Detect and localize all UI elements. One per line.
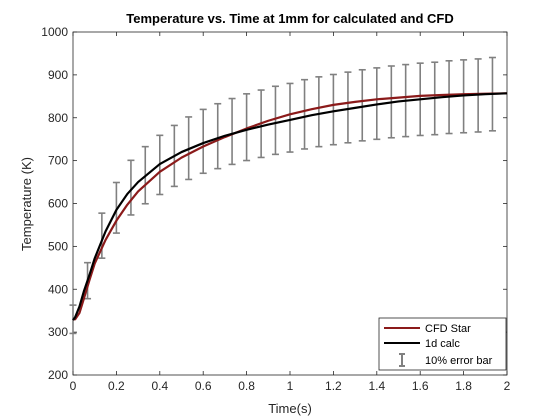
x-tick-label: 1.2	[325, 379, 342, 393]
plot-area: 0 0.2 0.4 0.6 0.8 1 1.2 1.4 1.6 1.8 2 200 300 400 500 6…	[41, 25, 510, 393]
legend-label-error-bar: 10% error bar	[425, 355, 493, 367]
error-bar	[344, 71, 352, 144]
x-tick-label: 1.4	[368, 379, 385, 393]
x-tick-label: 1	[287, 379, 294, 393]
x-tick-label: 1.8	[455, 379, 472, 393]
error-bar	[358, 68, 366, 142]
x-tick-label: 0.2	[108, 379, 125, 393]
x-tick-label: 0.6	[195, 379, 212, 393]
x-tick-label: 2	[504, 379, 511, 393]
series-line-1d-calc	[72, 92, 508, 321]
legend-label-cfd-star: CFD Star	[425, 323, 471, 335]
error-bar	[286, 82, 294, 153]
series-line-cfd-star	[73, 92, 508, 321]
error-bar	[98, 212, 106, 259]
y-axis-label: Temperature (K)	[19, 157, 34, 251]
y-tick-label: 500	[48, 239, 68, 253]
error-bar	[243, 93, 251, 162]
y-tick-label: 700	[48, 154, 68, 168]
error-bar	[199, 108, 207, 175]
error-bar	[127, 159, 135, 216]
y-tick-label: 200	[48, 368, 68, 382]
error-bar	[301, 78, 309, 150]
legend-label-1d-calc: 1d calc	[425, 338, 460, 350]
error-bar	[315, 76, 323, 148]
y-tick-label: 400	[48, 282, 68, 296]
x-tick-label: 1.6	[412, 379, 429, 393]
x-tick-label: 0.8	[238, 379, 255, 393]
y-tick-label: 300	[48, 325, 68, 339]
error-bar	[228, 97, 236, 166]
x-axis-label: Time(s)	[268, 401, 312, 416]
chart-title: Temperature vs. Time at 1mm for calculat…	[126, 11, 454, 26]
y-tick-label: 800	[48, 111, 68, 125]
error-bar	[329, 73, 337, 146]
x-tick-label: 0	[70, 379, 77, 393]
x-tick-label: 0.4	[151, 379, 168, 393]
y-tick-label: 900	[48, 68, 68, 82]
error-bar	[271, 85, 279, 156]
error-bar	[214, 102, 222, 170]
y-tick-label: 1000	[41, 25, 68, 39]
legend-swatch-error-bar	[399, 353, 405, 367]
legend: CFD Star 1d calc 10% error bar	[378, 317, 507, 371]
y-tick-label: 600	[48, 197, 68, 211]
error-bar	[112, 181, 120, 234]
